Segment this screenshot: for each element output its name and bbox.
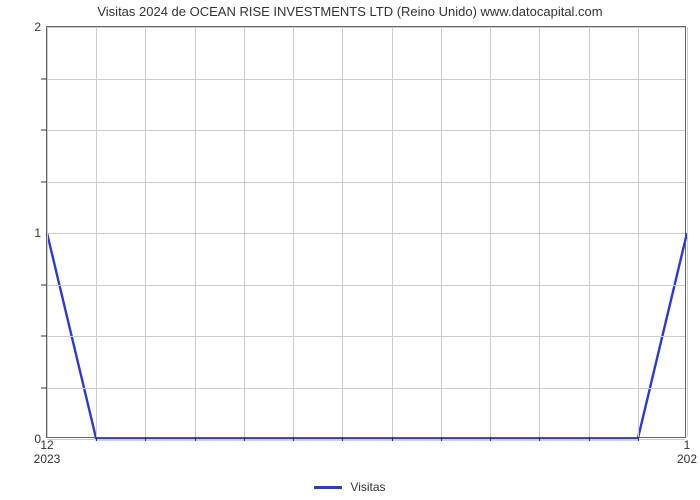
plot-area: 0121220231202	[46, 26, 686, 438]
chart-title: Visitas 2024 de OCEAN RISE INVESTMENTS L…	[0, 4, 700, 19]
x-tick-minor	[244, 437, 245, 441]
y-tick-minor	[41, 78, 47, 79]
gridline-vertical	[490, 27, 491, 437]
y-tick-label: 1	[34, 226, 47, 240]
gridline-horizontal-minor	[47, 130, 685, 131]
gridline-vertical	[392, 27, 393, 437]
gridline-vertical	[589, 27, 590, 437]
x-tick-minor	[638, 437, 639, 441]
gridline-vertical	[293, 27, 294, 437]
x-tick-minor	[96, 437, 97, 441]
x-tick-minor	[539, 437, 540, 441]
x-tick-minor	[490, 437, 491, 441]
y-tick-label: 2	[34, 20, 47, 34]
chart-container: Visitas 2024 de OCEAN RISE INVESTMENTS L…	[0, 0, 700, 500]
gridline-horizontal-minor	[47, 79, 685, 80]
gridline-horizontal	[47, 27, 685, 28]
x-tick-minor	[441, 437, 442, 441]
gridline-horizontal-minor	[47, 336, 685, 337]
x-tick-label: 1202	[677, 437, 697, 467]
y-tick-minor	[41, 387, 47, 388]
gridline-horizontal	[47, 233, 685, 234]
gridline-horizontal-minor	[47, 285, 685, 286]
x-tick-minor	[195, 437, 196, 441]
gridline-vertical	[441, 27, 442, 437]
y-tick-minor	[41, 181, 47, 182]
y-tick-minor	[41, 130, 47, 131]
legend: Visitas	[0, 480, 700, 494]
gridline-vertical	[638, 27, 639, 437]
gridline-vertical	[96, 27, 97, 437]
gridline-horizontal-minor	[47, 182, 685, 183]
gridline-vertical	[342, 27, 343, 437]
legend-swatch	[314, 486, 342, 489]
x-tick-minor	[293, 437, 294, 441]
gridline-vertical	[195, 27, 196, 437]
gridline-horizontal-minor	[47, 388, 685, 389]
gridline-vertical	[687, 27, 688, 437]
gridline-vertical	[244, 27, 245, 437]
x-tick-minor	[392, 437, 393, 441]
x-tick-minor	[145, 437, 146, 441]
gridline-vertical	[145, 27, 146, 437]
x-tick-minor	[342, 437, 343, 441]
y-tick-minor	[41, 336, 47, 337]
gridline-vertical	[539, 27, 540, 437]
y-tick-minor	[41, 284, 47, 285]
gridline-vertical	[47, 27, 48, 437]
x-tick-label: 122023	[34, 437, 61, 467]
x-tick-minor	[589, 437, 590, 441]
legend-label: Visitas	[350, 480, 385, 494]
